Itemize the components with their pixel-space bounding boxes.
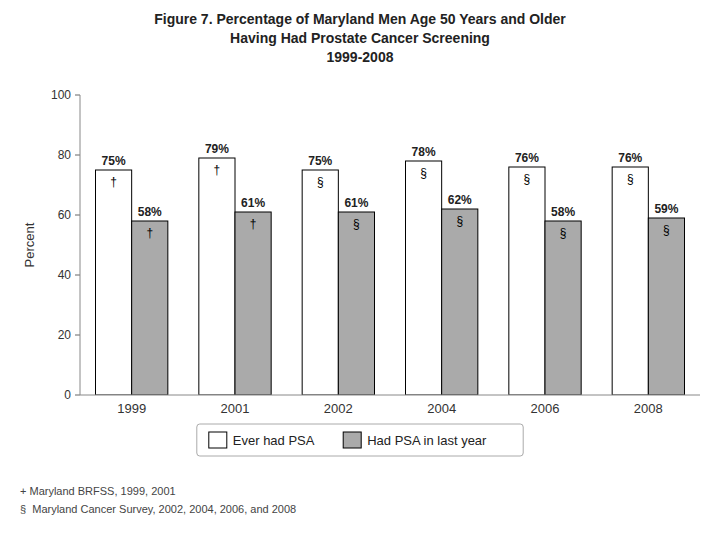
bar-symbol: § <box>663 223 670 237</box>
bar-symbol: § <box>317 175 324 189</box>
legend-swatch <box>209 432 227 448</box>
x-tick-label: 2006 <box>531 401 560 416</box>
data-label: 62% <box>448 193 472 207</box>
legend-swatch <box>343 432 361 448</box>
data-label: 78% <box>412 145 436 159</box>
bar <box>545 221 581 395</box>
y-tick <box>75 275 80 276</box>
x-tick-label: 2002 <box>324 401 353 416</box>
legend: Ever had PSA Had PSA in last year <box>197 424 523 456</box>
bar-symbol: † <box>250 217 257 231</box>
bar-symbol: § <box>560 226 567 240</box>
footnote: § Maryland Cancer Survey, 2002, 2004, 20… <box>20 503 296 515</box>
data-label: 79% <box>205 142 229 156</box>
bar <box>406 161 442 395</box>
y-tick-label: 80 <box>58 148 72 162</box>
bar <box>132 221 168 395</box>
bar-symbol: † <box>214 163 221 177</box>
bar-symbol: § <box>456 214 463 228</box>
bar <box>648 218 684 395</box>
y-tick-label: 60 <box>58 208 72 222</box>
bar-symbol: § <box>627 172 634 186</box>
data-label: 61% <box>344 196 368 210</box>
y-axis-label: Percent <box>22 222 37 267</box>
x-tick-label: 2004 <box>427 401 456 416</box>
bar <box>612 167 648 395</box>
data-label: 76% <box>515 151 539 165</box>
y-tick <box>75 215 80 216</box>
chart-title: Having Had Prostate Cancer Screening <box>230 30 490 46</box>
y-tick-label: 100 <box>51 88 71 102</box>
bar-labels: 75% † 79% † 75% § 78% § 76% § 76% § 58% † 61% † 61% § 62% §… <box>102 142 679 240</box>
x-tick-label: 2008 <box>634 401 663 416</box>
bar-symbol: † <box>110 175 117 189</box>
data-label: 58% <box>138 205 162 219</box>
x-axis-line <box>80 395 700 396</box>
chart-title: 1999-2008 <box>327 49 394 65</box>
legend-box <box>197 424 523 456</box>
bar <box>235 212 271 395</box>
bar <box>442 209 478 395</box>
bars <box>96 158 685 395</box>
legend-label: Ever had PSA <box>233 433 315 448</box>
y-tick-label: 40 <box>58 268 72 282</box>
data-label: 75% <box>102 154 126 168</box>
bar-symbol: † <box>146 226 153 240</box>
bar-symbol: § <box>353 217 360 231</box>
y-axis-line <box>80 95 81 395</box>
y-tick-label: 0 <box>64 388 71 402</box>
y-tick <box>75 95 80 96</box>
y-tick <box>75 155 80 156</box>
data-label: 58% <box>551 205 575 219</box>
bar <box>302 170 338 395</box>
x-tick-label: 1999 <box>117 401 146 416</box>
legend-label: Had PSA in last year <box>367 433 487 448</box>
bar <box>338 212 374 395</box>
data-label: 76% <box>618 151 642 165</box>
bar-symbol: § <box>524 172 531 186</box>
chart-title: Figure 7. Percentage of Maryland Men Age… <box>154 11 566 27</box>
x-tick-label: 2001 <box>221 401 250 416</box>
y-tick <box>75 335 80 336</box>
bar <box>96 170 132 395</box>
data-label: 59% <box>654 202 678 216</box>
footnote: + Maryland BRFSS, 1999, 2001 <box>20 485 176 497</box>
y-tick <box>75 395 80 396</box>
bar-symbol: § <box>420 166 427 180</box>
data-label: 75% <box>308 154 332 168</box>
y-tick-label: 20 <box>58 328 72 342</box>
bar <box>509 167 545 395</box>
bar <box>199 158 235 395</box>
data-label: 61% <box>241 196 265 210</box>
